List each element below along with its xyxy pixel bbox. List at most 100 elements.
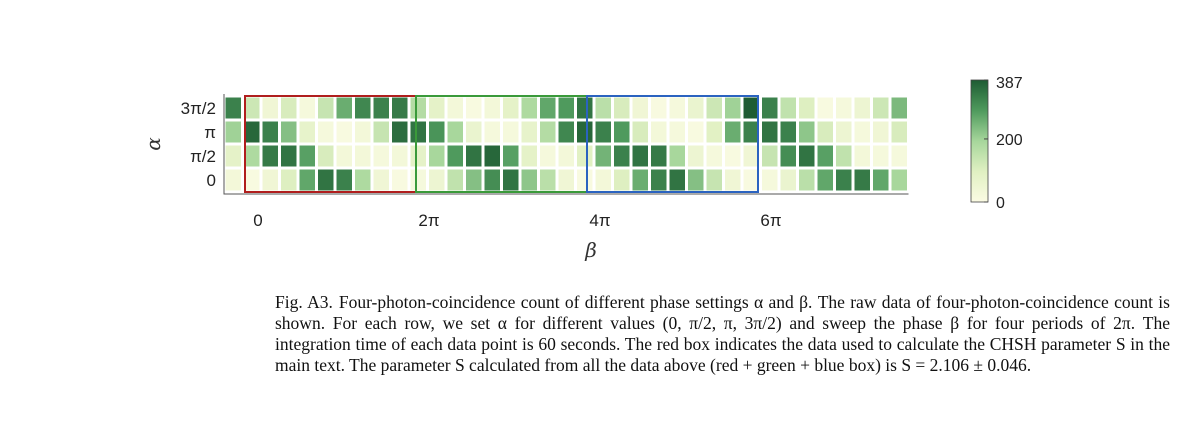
heatmap-cell <box>392 169 408 191</box>
heatmap-cell <box>299 97 315 119</box>
heatmap-cell <box>799 145 815 167</box>
heatmap-cell <box>355 145 371 167</box>
heatmap-cell <box>558 121 574 143</box>
heatmap-cell <box>244 97 260 119</box>
heatmap-cell <box>503 145 519 167</box>
caption-text: Four-photon-coincidence count of differe… <box>275 292 1170 375</box>
heatmap-cell <box>540 97 556 119</box>
heatmap-cell <box>410 169 426 191</box>
heatmap-cell <box>706 97 722 119</box>
heatmap-cell <box>373 97 389 119</box>
axis-lines <box>223 94 909 195</box>
heatmap-cell <box>336 169 352 191</box>
heatmap-cell <box>244 121 260 143</box>
x-axis-label: β <box>584 238 597 262</box>
heatmap-cell <box>817 145 833 167</box>
heatmap-cell <box>836 97 852 119</box>
heatmap-cell <box>484 169 500 191</box>
heatmap-cell <box>873 145 889 167</box>
heatmap-cell <box>743 97 759 119</box>
heatmap-cell <box>503 169 519 191</box>
heatmap-cell <box>854 145 870 167</box>
heatmap-cell <box>799 169 815 191</box>
heatmap-cell <box>558 145 574 167</box>
heatmap-cell <box>891 169 907 191</box>
heatmap-cell <box>577 145 593 167</box>
heatmap-cell <box>262 145 278 167</box>
heatmap-cell <box>447 121 463 143</box>
heatmap-cell <box>595 97 611 119</box>
figure-label: Fig. A3. <box>275 292 333 312</box>
heatmap-cell <box>743 169 759 191</box>
heatmap-cell <box>336 121 352 143</box>
y-tick-label: π/2 <box>190 147 216 166</box>
heatmap-cell <box>521 121 537 143</box>
heatmap-cell <box>373 145 389 167</box>
heatmap-cell <box>447 145 463 167</box>
heatmap-cell <box>429 97 445 119</box>
heatmap-cell <box>281 169 297 191</box>
heatmap-cell <box>836 145 852 167</box>
heatmap-cell <box>225 169 241 191</box>
heatmap-cell <box>651 169 667 191</box>
heatmap-cell <box>429 121 445 143</box>
heatmap-cell <box>540 145 556 167</box>
heatmap-cell <box>762 121 778 143</box>
heatmap-cell <box>299 169 315 191</box>
heatmap-cell <box>780 169 796 191</box>
heatmap-cell <box>854 121 870 143</box>
heatmap-cell <box>336 97 352 119</box>
heatmap-cell <box>503 97 519 119</box>
heatmap-cell <box>318 97 334 119</box>
heatmap-cell <box>780 145 796 167</box>
heatmap-cell <box>669 121 685 143</box>
x-tick-label: 4π <box>589 211 610 230</box>
heatmap-cell <box>540 169 556 191</box>
heatmap-cell <box>706 169 722 191</box>
heatmap-cell <box>725 169 741 191</box>
x-tick-labels: 0 2π 4π 6π <box>253 211 781 230</box>
heatmap-cell <box>595 169 611 191</box>
heatmap-cell <box>725 121 741 143</box>
heatmap-cell <box>355 121 371 143</box>
heatmap-cell <box>262 169 278 191</box>
x-tick-label: 0 <box>253 211 262 230</box>
heatmap-cell <box>318 145 334 167</box>
heatmap-cell <box>392 121 408 143</box>
heatmap-cell <box>614 97 630 119</box>
heatmap-cell <box>632 145 648 167</box>
heatmap-cell <box>725 145 741 167</box>
heatmap-cells <box>225 97 907 191</box>
heatmap-cell <box>373 169 389 191</box>
heatmap-cell <box>891 145 907 167</box>
heatmap-cell <box>891 97 907 119</box>
y-tick-labels: 3π/2 π π/2 0 <box>181 99 216 190</box>
colorbar-ticks: 387 200 0 <box>984 75 1023 212</box>
heatmap-cell <box>262 97 278 119</box>
heatmap-cell <box>392 145 408 167</box>
heatmap-cell <box>725 97 741 119</box>
heatmap-cell <box>669 97 685 119</box>
heatmap-cell <box>817 169 833 191</box>
heatmap-cell <box>873 97 889 119</box>
heatmap-cell <box>410 145 426 167</box>
heatmap-cell <box>410 121 426 143</box>
heatmap-cell <box>595 121 611 143</box>
heatmap-cell <box>577 97 593 119</box>
heatmap-cell <box>873 169 889 191</box>
heatmap-cell <box>244 145 260 167</box>
heatmap-cell <box>355 97 371 119</box>
heatmap-cell <box>762 169 778 191</box>
heatmap-cell <box>484 97 500 119</box>
heatmap-cell <box>577 169 593 191</box>
heatmap-cell <box>281 97 297 119</box>
x-tick-label: 2π <box>418 211 439 230</box>
heatmap-cell <box>614 121 630 143</box>
x-tick-label: 6π <box>760 211 781 230</box>
heatmap-cell <box>595 145 611 167</box>
heatmap-cell <box>466 121 482 143</box>
heatmap-cell <box>632 97 648 119</box>
heatmap-cell <box>558 169 574 191</box>
heatmap-cell <box>299 121 315 143</box>
heatmap-cell <box>318 169 334 191</box>
